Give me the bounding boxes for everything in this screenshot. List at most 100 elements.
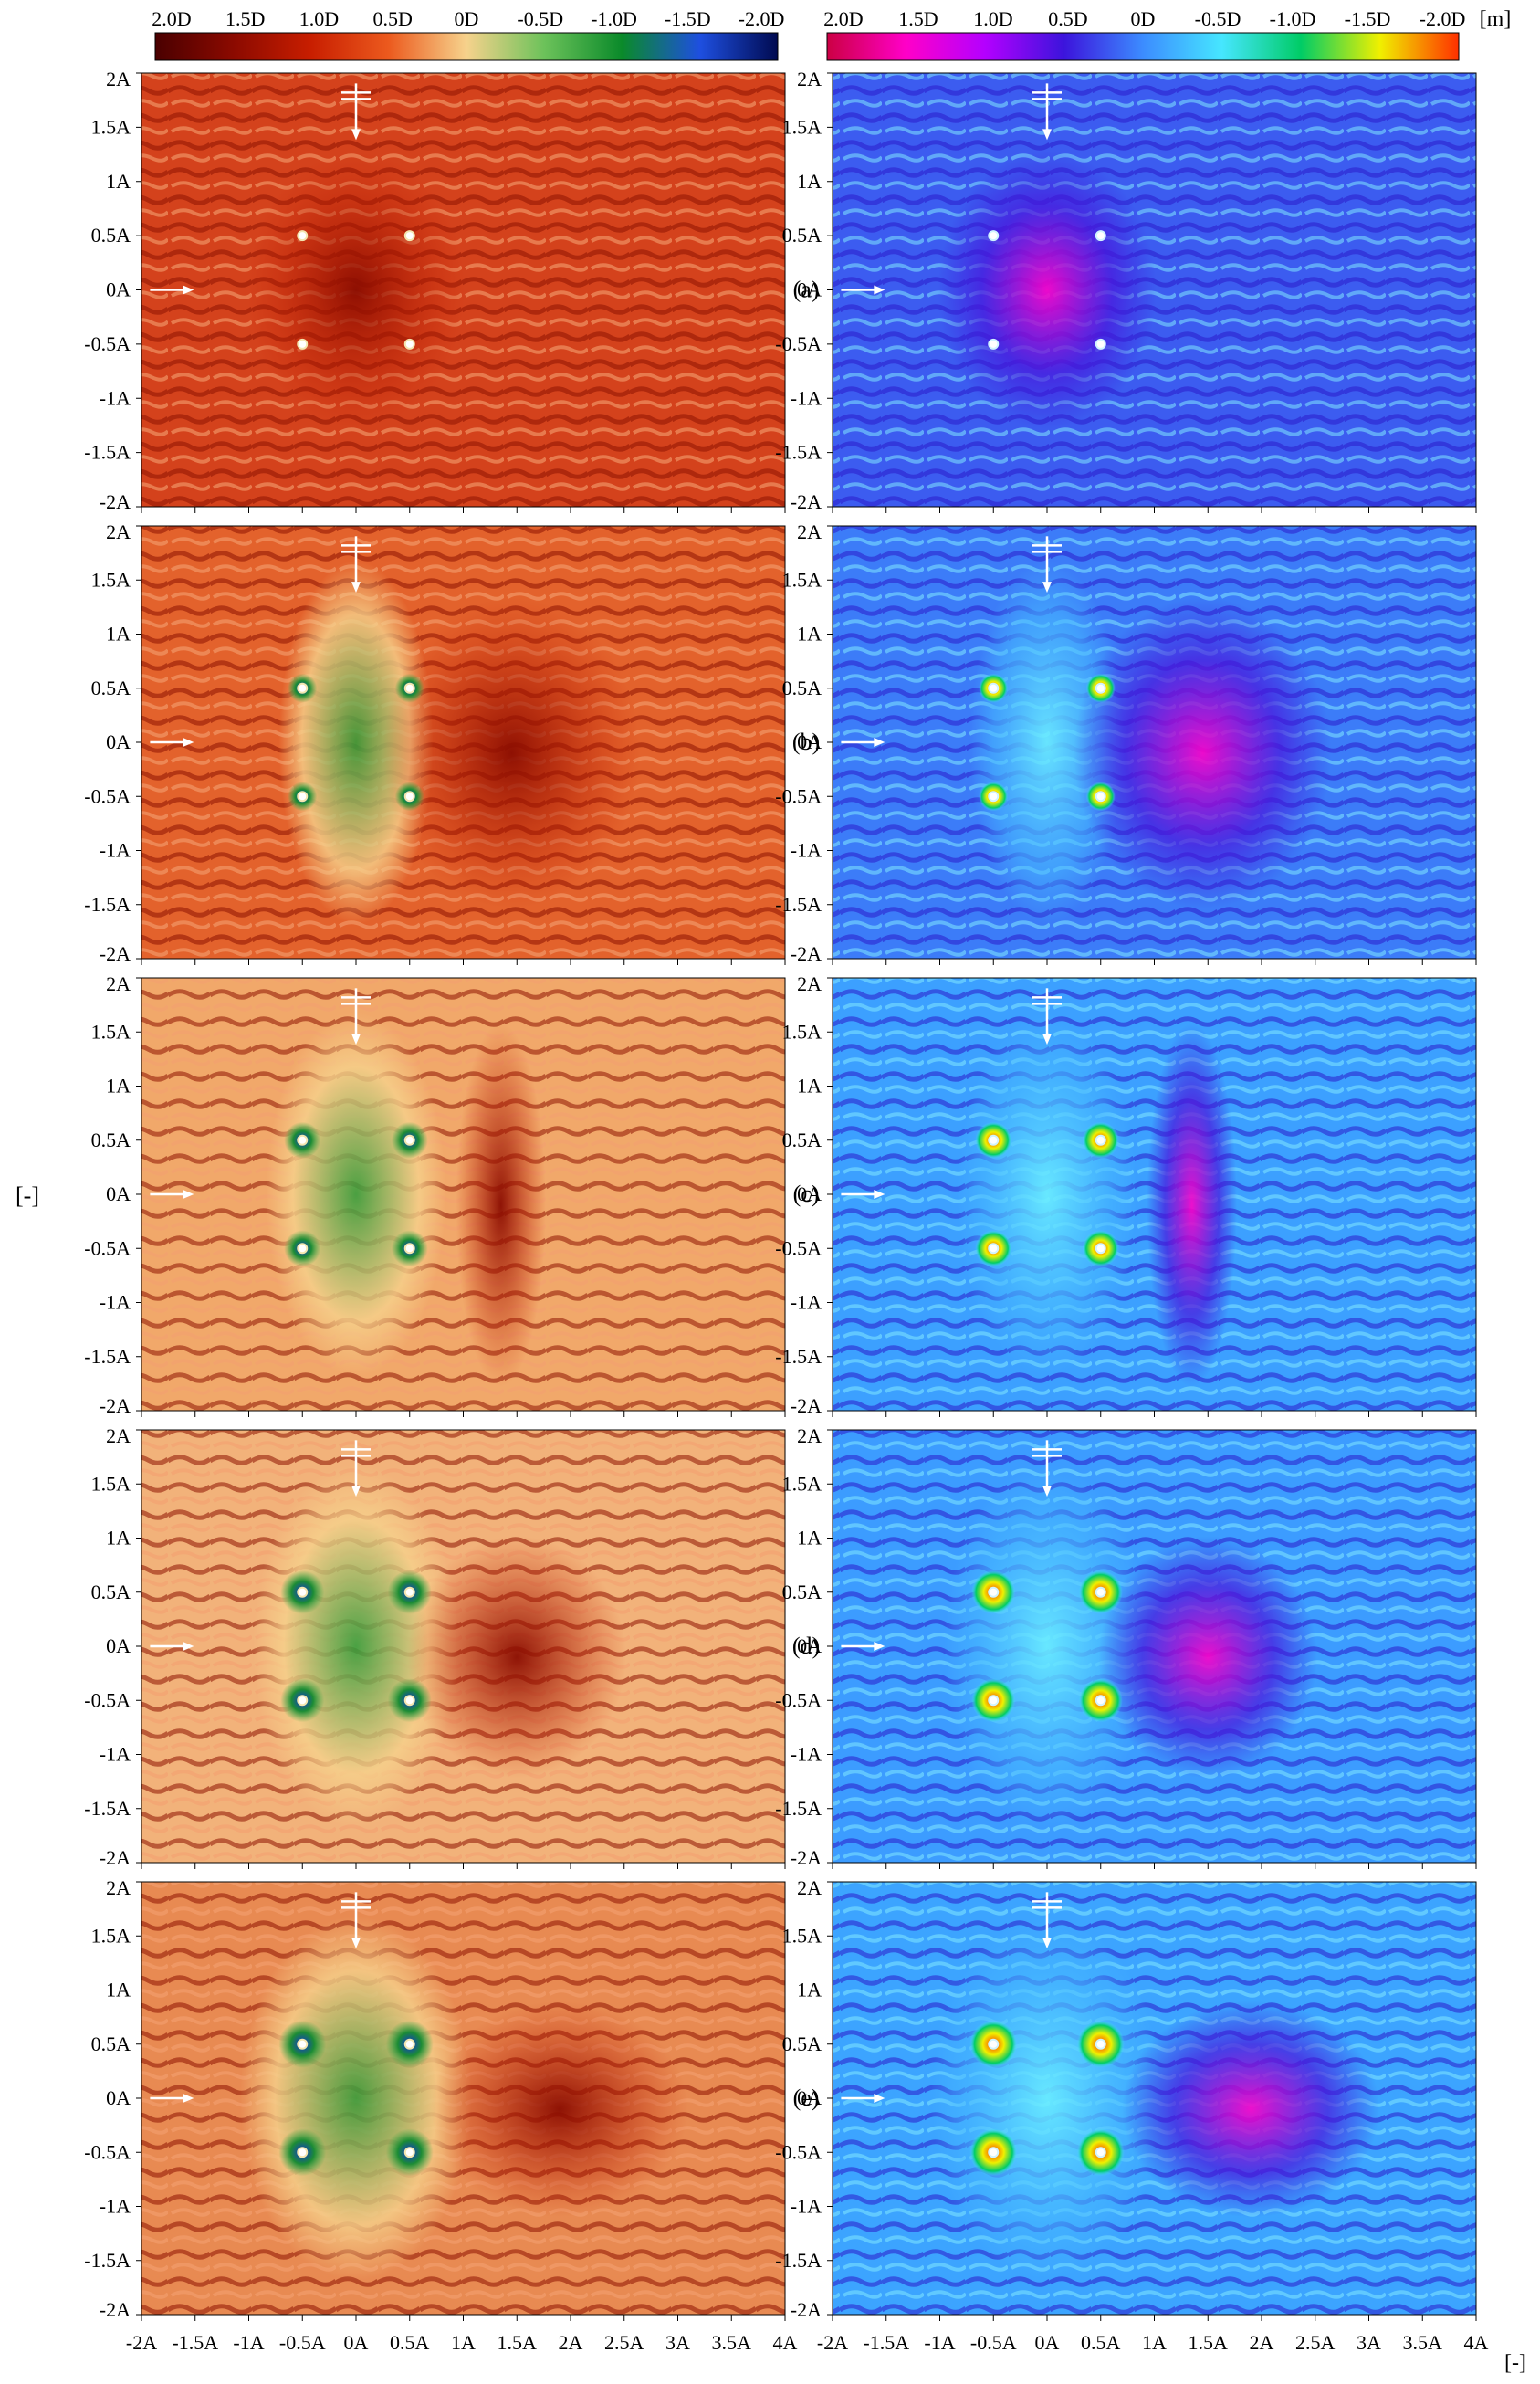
deposition-zone: [407, 1536, 627, 1779]
pile-marker: [403, 1134, 415, 1146]
current-arrow: [841, 738, 885, 747]
pile-marker: [403, 1243, 415, 1255]
colorbar-left-tick-label: -1.5D: [665, 7, 711, 30]
x-tick-label: 3A: [1357, 2331, 1381, 2354]
y-tick-label: -1A: [791, 839, 822, 862]
y-tick-label: -0.5A: [84, 332, 131, 355]
scour-zone: [931, 1916, 1163, 2281]
panel-5-left: 2A 1.5A 1A 0.5A 0A -0.5A -1A -1.5A -2A: [84, 1876, 786, 2321]
current-arrow: [150, 1190, 194, 1199]
y-tick-label: -1A: [100, 1743, 131, 1766]
pile-marker: [297, 1586, 309, 1598]
wave-arrow: [1032, 988, 1062, 1045]
colorbar-left-tick-label: -2.0D: [739, 7, 785, 30]
y-tick-label: 0.5A: [91, 677, 131, 699]
pile-marker: [988, 1134, 1000, 1146]
colorbar-left-bar: [154, 32, 779, 61]
scour-zone: [957, 1012, 1137, 1377]
y-tick-label: -0.5A: [775, 1688, 822, 1711]
y-tick-label: -1.5A: [84, 1345, 131, 1368]
y-tick-label: -0.5A: [775, 332, 822, 355]
x-tick-label: 3A: [665, 2331, 690, 2354]
panel-5-right: 2A 1.5A 1A 0.5A 0A -0.5A -1A -1.5A -2A: [775, 1876, 1477, 2321]
pile-marker: [403, 682, 415, 694]
current-arrow: [841, 2094, 885, 2103]
y-tick-label: -1A: [791, 1743, 822, 1766]
x-tick-label: 1A: [1142, 2331, 1167, 2354]
deposition-zone: [1098, 1536, 1318, 1779]
colorbar-right-tick-label: 1.0D: [973, 7, 1012, 30]
pile-marker: [297, 2038, 309, 2050]
x-tick-label: -2A: [817, 2331, 848, 2354]
colorbar-left-tick-label: -1.0D: [591, 7, 637, 30]
y-tick-label: 0A: [106, 2086, 131, 2109]
pile-marker: [403, 791, 415, 803]
x-tick-label: 1A: [451, 2331, 476, 2354]
y-tick-label: 2A: [106, 520, 131, 543]
y-tick-label: 1.5A: [91, 1472, 131, 1495]
pile-marker: [988, 2038, 1000, 2050]
colorbar-right: 2.0D 1.5D 1.0D 0.5D 0D -0.5D -1.0D -1.5D -2.0D […: [823, 7, 1512, 61]
pile-marker: [403, 2147, 415, 2158]
pile-marker: [1095, 1243, 1106, 1255]
y-tick-label: -0.5A: [775, 784, 822, 807]
y-tick-label: -1A: [791, 1291, 822, 1314]
colorbar-left-tick-label: -0.5D: [517, 7, 563, 30]
colorbar-left-tick-label: 0.5D: [373, 7, 413, 30]
wave-arrow: [341, 988, 371, 1045]
current-arrow: [150, 1642, 194, 1651]
y-tick-label: 1.5A: [782, 568, 822, 591]
y-tick-label: -1.5A: [84, 1797, 131, 1820]
y-tick-label: 0.5A: [782, 224, 822, 247]
x-tick-label: 0A: [1035, 2331, 1060, 2354]
y-tick-label: 0.5A: [782, 1581, 822, 1603]
deposition-zone: [246, 151, 466, 429]
scour-zone: [240, 1916, 472, 2281]
x-tick-label: 1.5A: [1189, 2331, 1229, 2354]
colorbar-right-unit: [m]: [1480, 7, 1512, 31]
y-tick-label: -1A: [791, 386, 822, 409]
panel-2-left: 2A 1.5A 1A 0.5A 0A -0.5A -1A -1.5A -2A: [84, 520, 786, 965]
deposition-zone: [431, 2001, 689, 2218]
colorbar-right-tick-label: 0.5D: [1048, 7, 1087, 30]
colorbar-right-tick-label: -1.0D: [1270, 7, 1316, 30]
y-tick-label: -1.5A: [775, 1797, 822, 1820]
y-tick-label: -0.5A: [775, 1236, 822, 1259]
y-tick-label: 1.5A: [91, 1924, 131, 1947]
y-tick-label: 2A: [106, 1876, 131, 1899]
y-tick-label: 2A: [106, 1424, 131, 1447]
colorbar-right-tick-label: -2.0D: [1420, 7, 1466, 30]
pile-marker: [297, 230, 309, 242]
y-tick-label: -2A: [100, 490, 131, 513]
y-tick-label: 1A: [106, 1075, 131, 1097]
colorbar-right-tick-label: 2.0D: [823, 7, 863, 30]
pile-marker: [988, 1586, 1000, 1598]
y-tick-label: 0A: [797, 2086, 822, 2109]
y-tick-label: -1A: [100, 2195, 131, 2218]
y-tick-label: -1A: [100, 386, 131, 409]
current-arrow: [841, 1642, 885, 1651]
y-tick-label: -2A: [100, 942, 131, 965]
deposition-zone: [1147, 1023, 1237, 1387]
y-tick-label: -0.5A: [84, 2140, 131, 2163]
pile-marker: [988, 682, 1000, 694]
y-tick-label: 2A: [797, 68, 822, 90]
pile-marker: [403, 1586, 415, 1598]
y-tick-label: -2A: [100, 1394, 131, 1417]
x-tick-label: 3.5A: [712, 2331, 752, 2354]
y-tick-label: 1A: [797, 170, 822, 193]
deposition-zone: [938, 151, 1157, 429]
deposition-zone: [1074, 597, 1332, 909]
y-tick-label: -1.5A: [775, 441, 822, 464]
x-tick-label: 2A: [1250, 2331, 1274, 2354]
pile-marker: [403, 1695, 415, 1707]
y-tick-label: -2A: [100, 1846, 131, 1869]
x-tick-label: 1.5A: [498, 2331, 538, 2354]
scour-zone: [944, 1464, 1150, 1829]
x-tick-label: -0.5A: [970, 2331, 1017, 2354]
pile-marker: [988, 230, 1000, 242]
pile-marker: [988, 791, 1000, 803]
y-tick-label: -2A: [791, 1846, 822, 1869]
y-tick-label: 2A: [797, 520, 822, 543]
colorbar-left: 2.0D 1.5D 1.0D 0.5D 0D -0.5D -1.0D -1.5D -2.0D: [152, 7, 785, 61]
